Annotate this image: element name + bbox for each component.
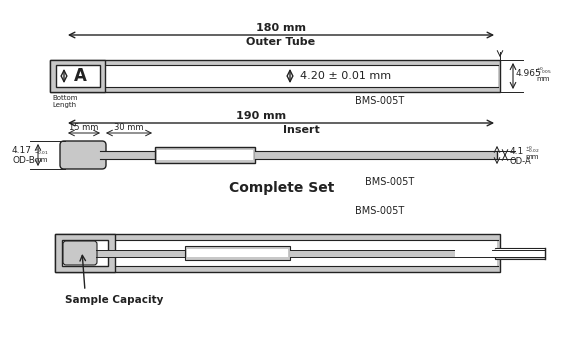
Bar <box>50 60 500 92</box>
Text: $^{+0}_{-0.02}$: $^{+0}_{-0.02}$ <box>525 145 540 156</box>
Bar <box>105 65 498 87</box>
Text: BMS-005T: BMS-005T <box>366 177 415 187</box>
Bar <box>100 151 155 159</box>
Text: OD-B: OD-B <box>12 156 35 165</box>
Bar <box>56 65 100 87</box>
Text: Complete Set: Complete Set <box>229 181 334 195</box>
Bar <box>495 248 545 257</box>
Bar <box>455 249 535 256</box>
Bar <box>255 151 497 159</box>
Text: 4.1: 4.1 <box>510 147 524 156</box>
Text: BMS-005T: BMS-005T <box>355 96 405 106</box>
Text: 4.20 ± 0.01 mm: 4.20 ± 0.01 mm <box>300 71 391 81</box>
Bar <box>155 147 255 163</box>
Bar <box>185 246 290 260</box>
Text: $^{+0}_{-.005}$: $^{+0}_{-.005}$ <box>536 66 552 76</box>
Bar <box>115 240 497 266</box>
Text: 30 mm: 30 mm <box>114 123 144 132</box>
Bar <box>495 248 545 258</box>
FancyBboxPatch shape <box>60 141 106 169</box>
Bar <box>96 249 185 256</box>
Text: 4.965: 4.965 <box>516 68 542 77</box>
Bar <box>55 234 115 272</box>
Bar <box>157 150 253 160</box>
Text: A: A <box>73 67 86 85</box>
Text: Outer Tube: Outer Tube <box>246 37 316 47</box>
FancyBboxPatch shape <box>63 241 97 265</box>
Text: mm: mm <box>525 154 538 160</box>
Bar <box>62 240 108 266</box>
Bar <box>50 60 105 92</box>
Text: 180 mm: 180 mm <box>256 23 306 33</box>
Text: Sample Capacity: Sample Capacity <box>65 295 163 305</box>
Bar <box>55 234 500 272</box>
Text: 4.17: 4.17 <box>12 145 32 154</box>
Text: 15 mm: 15 mm <box>69 123 99 132</box>
Text: mm: mm <box>34 157 47 163</box>
Text: mm: mm <box>536 76 550 82</box>
Text: 190 mm: 190 mm <box>236 111 286 121</box>
Text: OD-A: OD-A <box>510 157 532 166</box>
Text: BMS-005T: BMS-005T <box>355 206 405 216</box>
Text: $^{+0}_{-0.01}$: $^{+0}_{-0.01}$ <box>34 147 49 157</box>
Bar <box>187 249 288 257</box>
Bar <box>290 249 495 256</box>
Text: Bottom
Length: Bottom Length <box>52 95 77 108</box>
Text: Insert: Insert <box>282 125 319 135</box>
